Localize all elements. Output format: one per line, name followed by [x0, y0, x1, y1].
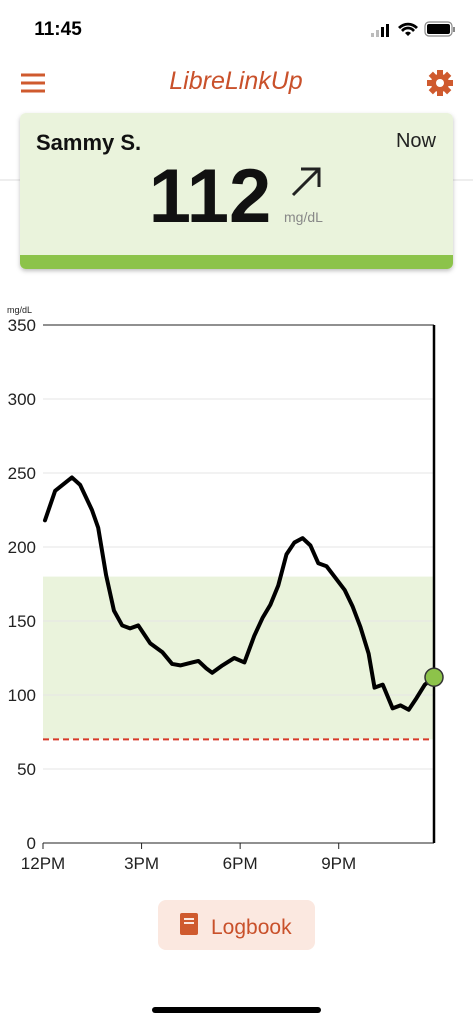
y-tick-label: 350	[8, 316, 36, 335]
y-tick-label: 100	[8, 686, 36, 705]
y-tick-label: 250	[8, 464, 36, 483]
y-unit: mg/dL	[7, 305, 32, 315]
x-tick-label: 6PM	[223, 854, 258, 873]
patient-name: Sammy S.	[36, 130, 141, 155]
status-icons	[371, 21, 455, 37]
logbook-button[interactable]: Logbook	[158, 900, 315, 950]
y-tick-label: 300	[8, 390, 36, 409]
y-tick-label: 150	[8, 612, 36, 631]
glucose-chart: 0 50 100 150 200 250 300 350 12PM 3PM 6PM 9PM	[8, 316, 444, 873]
reading-value: 112	[149, 154, 272, 239]
y-tick-label: 200	[8, 538, 36, 557]
x-tick-label: 9PM	[321, 854, 356, 873]
menu-button[interactable]	[21, 73, 45, 93]
settings-button[interactable]	[427, 70, 453, 96]
status-time: 11:45	[34, 19, 82, 40]
home-indicator	[152, 1007, 321, 1013]
y-tick-label: 50	[17, 760, 36, 779]
current-marker	[424, 667, 444, 687]
app-title: LibreLinkUp	[169, 67, 303, 95]
reading-time: Now	[396, 130, 437, 152]
x-tick-label: 12PM	[21, 854, 65, 873]
reading-card	[20, 113, 453, 269]
logbook-label[interactable]: Logbook	[211, 916, 292, 939]
glucose-line	[42, 475, 436, 712]
reading-unit: mg/dL	[284, 209, 323, 225]
y-tick-label: 0	[27, 834, 36, 853]
trend-arrow	[291, 167, 321, 197]
x-tick-label: 3PM	[124, 854, 159, 873]
